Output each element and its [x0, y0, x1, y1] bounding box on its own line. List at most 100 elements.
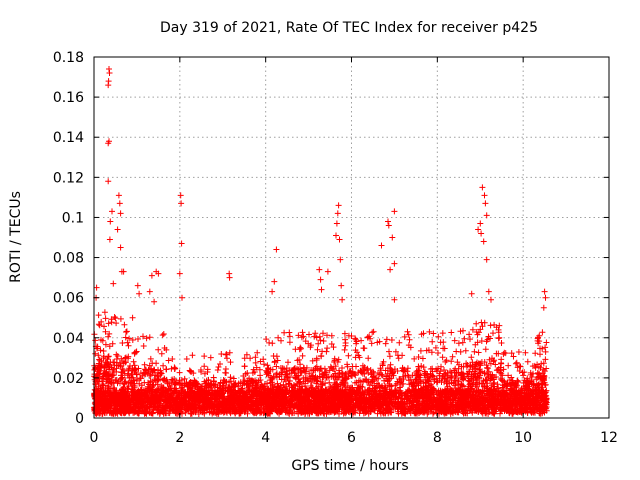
- data-point: [278, 337, 284, 344]
- data-point: [107, 385, 114, 392]
- data-point: [365, 355, 372, 362]
- data-point: [102, 341, 109, 348]
- data-point: [114, 353, 121, 359]
- data-point: [122, 359, 129, 366]
- data-point: [98, 363, 105, 370]
- data-point: [96, 371, 103, 378]
- data-point: [159, 332, 166, 339]
- data-point: [158, 350, 165, 357]
- data-point: [417, 347, 424, 354]
- data-point: [131, 350, 138, 357]
- data-point: [96, 370, 103, 377]
- data-point: [135, 400, 142, 407]
- data-point: [160, 388, 167, 395]
- data-point: [141, 410, 148, 417]
- data-point: [132, 391, 139, 398]
- data-point: [145, 385, 152, 392]
- data-point: [222, 369, 229, 376]
- data-point: [161, 345, 168, 351]
- data-point: [95, 321, 102, 328]
- data-point: [97, 385, 104, 392]
- data-point: [111, 314, 118, 320]
- data-point: [126, 335, 133, 342]
- data-point: [125, 342, 132, 349]
- data-point: [135, 365, 142, 372]
- data-point: [131, 384, 138, 391]
- data-point: [119, 374, 126, 381]
- data-point: [147, 371, 154, 378]
- data-points: [91, 66, 550, 417]
- data-point: [247, 355, 254, 362]
- data-point: [286, 339, 293, 346]
- data-point: [107, 379, 114, 385]
- data-point: [269, 340, 276, 347]
- data-point: [165, 357, 172, 364]
- data-point: [437, 339, 444, 346]
- data-point: [101, 323, 107, 330]
- data-point: [103, 405, 110, 412]
- data-point: [369, 329, 376, 336]
- data-point: [144, 395, 151, 402]
- data-point: [214, 367, 221, 373]
- data-point: [285, 359, 291, 366]
- data-point: [299, 329, 306, 336]
- data-point: [106, 343, 113, 350]
- data-point: [125, 353, 132, 360]
- data-point: [207, 354, 214, 361]
- data-point: [215, 364, 222, 370]
- data-point: [149, 379, 156, 386]
- data-point: [98, 385, 104, 391]
- data-point: [116, 399, 122, 406]
- data-point: [152, 399, 159, 406]
- data-point: [91, 404, 98, 411]
- data-point: [382, 340, 389, 347]
- data-point: [386, 353, 393, 360]
- data-point: [286, 333, 293, 340]
- data-point: [98, 336, 104, 343]
- data-point: [97, 347, 104, 354]
- data-point: [138, 408, 145, 415]
- data-point: [105, 320, 112, 327]
- data-point: [123, 329, 129, 335]
- data-point: [115, 378, 122, 385]
- data-point: [252, 359, 259, 366]
- data-point: [137, 375, 143, 382]
- data-point: [125, 393, 132, 400]
- data-point: [155, 386, 162, 393]
- data-point: [112, 315, 119, 322]
- data-point: [105, 333, 112, 340]
- data-point: [130, 408, 136, 415]
- data-point: [103, 369, 110, 376]
- data-point: [140, 343, 147, 349]
- data-point: [130, 358, 137, 365]
- data-point: [99, 402, 106, 409]
- data-point: [160, 331, 167, 337]
- data-point: [136, 380, 143, 387]
- data-point: [114, 408, 121, 415]
- data-point: [119, 340, 126, 346]
- data-point: [129, 374, 136, 381]
- data-point: [241, 363, 248, 370]
- data-point: [113, 351, 120, 358]
- data-point: [257, 372, 264, 379]
- data-point: [396, 339, 403, 346]
- data-point: [144, 370, 151, 377]
- data-point: [129, 367, 136, 374]
- data-point: [126, 398, 133, 405]
- data-point: [316, 333, 323, 340]
- data-point: [108, 319, 115, 326]
- data-point: [386, 348, 392, 355]
- data-point: [160, 362, 167, 369]
- data-point: [201, 363, 208, 370]
- data-point: [217, 361, 223, 367]
- data-point: [92, 337, 99, 344]
- data-point: [102, 328, 109, 335]
- data-point: [142, 407, 149, 414]
- data-point: [118, 375, 125, 382]
- data-point: [126, 405, 133, 412]
- data-point: [298, 345, 304, 352]
- data-point: [435, 333, 442, 340]
- data-point: [449, 353, 456, 360]
- data-point: [155, 387, 162, 394]
- data-point: [107, 409, 114, 416]
